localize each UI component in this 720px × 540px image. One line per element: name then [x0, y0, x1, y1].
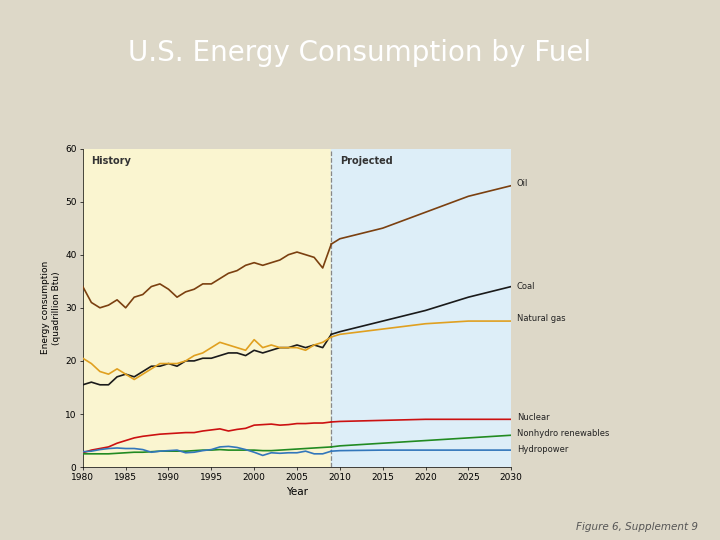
Text: Nonhydro renewables: Nonhydro renewables	[517, 429, 609, 438]
Text: History: History	[91, 157, 131, 166]
Text: U.S. Energy Consumption by Fuel: U.S. Energy Consumption by Fuel	[128, 39, 592, 66]
Y-axis label: Energy consumption
(quadrillion Btu): Energy consumption (quadrillion Btu)	[42, 261, 61, 354]
Text: Coal: Coal	[517, 282, 535, 291]
Text: Nuclear: Nuclear	[517, 413, 549, 422]
Text: Natural gas: Natural gas	[517, 314, 565, 323]
Text: Oil: Oil	[517, 179, 528, 187]
Bar	[331, 148, 511, 467]
Bar	[83, 148, 331, 467]
X-axis label: Year: Year	[286, 487, 308, 496]
Text: Figure 6, Supplement 9: Figure 6, Supplement 9	[577, 522, 698, 532]
Text: Projected: Projected	[340, 157, 392, 166]
Text: Hydropower: Hydropower	[517, 445, 568, 454]
